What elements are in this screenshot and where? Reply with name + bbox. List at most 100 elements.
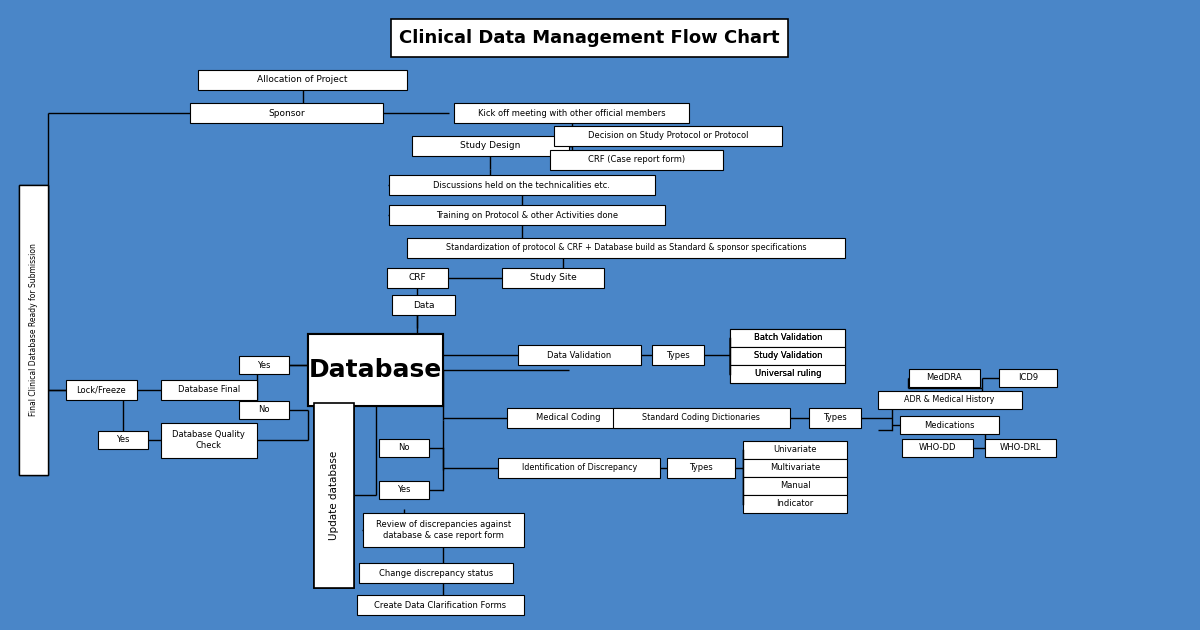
Text: Yes: Yes [116,435,130,445]
Text: Lock/Freeze: Lock/Freeze [77,386,126,394]
FancyBboxPatch shape [743,477,847,495]
FancyBboxPatch shape [379,439,428,457]
Text: Final Clinical Database Ready for Submission: Final Clinical Database Ready for Submis… [29,244,38,416]
FancyBboxPatch shape [98,431,148,449]
FancyBboxPatch shape [743,441,847,459]
FancyBboxPatch shape [412,136,569,156]
Text: Review of discrepancies against
database & case report form: Review of discrepancies against database… [376,520,511,540]
Text: Types: Types [689,464,713,472]
FancyBboxPatch shape [161,380,257,400]
Text: WHO-DRL: WHO-DRL [1000,444,1042,452]
Text: Univariate: Univariate [773,445,817,454]
Text: ICD9: ICD9 [1018,374,1038,382]
Text: Medications: Medications [924,420,974,430]
FancyBboxPatch shape [554,126,781,146]
FancyBboxPatch shape [731,365,845,383]
FancyBboxPatch shape [66,380,137,400]
FancyBboxPatch shape [901,439,972,457]
Text: Universal ruling: Universal ruling [755,370,821,379]
Text: Multivariate: Multivariate [770,464,821,472]
Text: No: No [398,444,409,452]
FancyBboxPatch shape [652,345,704,365]
FancyBboxPatch shape [239,401,289,419]
FancyBboxPatch shape [731,329,845,347]
FancyBboxPatch shape [407,238,845,258]
Text: Study Site: Study Site [529,273,576,282]
FancyBboxPatch shape [731,329,845,347]
Text: Update database: Update database [329,450,338,540]
FancyBboxPatch shape [314,403,354,588]
Text: Universal ruling: Universal ruling [755,370,821,379]
FancyBboxPatch shape [1000,369,1056,387]
Text: No: No [258,406,270,415]
Text: Indicator: Indicator [776,500,814,508]
Text: Clinical Data Management Flow Chart: Clinical Data Management Flow Chart [400,29,780,47]
FancyBboxPatch shape [308,334,444,406]
FancyBboxPatch shape [308,334,444,406]
Text: Study Validation: Study Validation [754,352,822,360]
Text: Create Data Clarification Forms: Create Data Clarification Forms [374,600,506,609]
FancyBboxPatch shape [743,495,847,513]
FancyBboxPatch shape [19,185,48,475]
FancyBboxPatch shape [391,19,788,57]
FancyBboxPatch shape [900,416,1000,434]
Text: Training on Protocol & other Activities done: Training on Protocol & other Activities … [436,210,618,219]
FancyBboxPatch shape [731,347,845,365]
FancyBboxPatch shape [161,423,257,457]
Text: Types: Types [823,413,847,423]
FancyBboxPatch shape [667,458,736,478]
FancyBboxPatch shape [191,103,384,123]
Text: Manual: Manual [780,481,810,491]
FancyBboxPatch shape [314,403,354,588]
FancyBboxPatch shape [743,459,847,477]
Text: Data: Data [413,301,434,309]
FancyBboxPatch shape [392,295,455,315]
Text: Decision on Study Protocol or Protocol: Decision on Study Protocol or Protocol [588,132,748,140]
FancyBboxPatch shape [388,268,448,288]
Text: Study Validation: Study Validation [754,352,822,360]
Text: Kick off meeting with other official members: Kick off meeting with other official mem… [478,108,666,118]
Text: ADR & Medical History: ADR & Medical History [905,396,995,404]
Text: Batch Validation: Batch Validation [754,333,822,343]
FancyBboxPatch shape [389,175,655,195]
Text: MedDRA: MedDRA [926,374,962,382]
Text: Database Quality
Check: Database Quality Check [173,430,245,450]
Text: Standardization of protocol & CRF + Database build as Standard & sponsor specifi: Standardization of protocol & CRF + Data… [446,244,806,253]
Text: Standard Coding Dictionaries: Standard Coding Dictionaries [642,413,760,423]
Text: Discussions held on the technicalities etc.: Discussions held on the technicalities e… [433,181,610,190]
Text: Yes: Yes [257,360,271,370]
Text: Database: Database [310,358,443,382]
FancyBboxPatch shape [877,391,1021,409]
FancyBboxPatch shape [455,103,689,123]
FancyBboxPatch shape [908,369,980,387]
Text: Data Validation: Data Validation [547,350,611,360]
Text: CRF (Case report form): CRF (Case report form) [588,156,685,164]
FancyBboxPatch shape [389,205,665,225]
Text: Sponsor: Sponsor [269,108,305,118]
Text: CRF: CRF [408,273,426,282]
FancyBboxPatch shape [19,185,48,475]
Text: Final Clinical Database Ready for Submission: Final Clinical Database Ready for Submis… [29,244,38,416]
Text: Database: Database [310,358,443,382]
Text: Change discrepancy status: Change discrepancy status [379,568,493,578]
Text: Identification of Discrepancy: Identification of Discrepancy [522,464,637,472]
FancyBboxPatch shape [356,595,524,615]
FancyBboxPatch shape [551,150,722,170]
Text: Update database: Update database [329,450,338,540]
Text: Types: Types [666,350,690,360]
FancyBboxPatch shape [508,408,630,428]
Text: Medical Coding: Medical Coding [536,413,601,423]
Text: Batch Validation: Batch Validation [754,333,822,343]
FancyBboxPatch shape [809,408,860,428]
FancyBboxPatch shape [498,458,660,478]
Text: Database Final: Database Final [178,386,240,394]
FancyBboxPatch shape [731,365,845,383]
FancyBboxPatch shape [239,356,289,374]
FancyBboxPatch shape [517,345,641,365]
FancyBboxPatch shape [612,408,790,428]
FancyBboxPatch shape [362,513,524,547]
FancyBboxPatch shape [359,563,514,583]
FancyBboxPatch shape [502,268,604,288]
FancyBboxPatch shape [198,70,407,90]
Text: WHO-DD: WHO-DD [918,444,955,452]
